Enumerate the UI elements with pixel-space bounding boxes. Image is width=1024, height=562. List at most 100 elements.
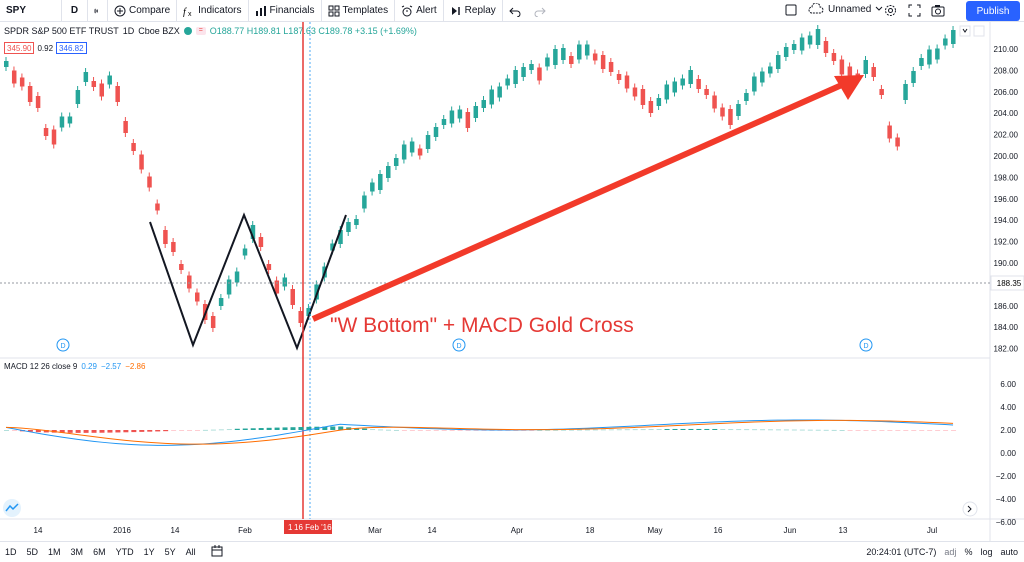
price-candle <box>521 63 526 81</box>
templates-button[interactable]: Templates <box>322 0 396 22</box>
undo-icon[interactable] <box>509 5 521 17</box>
price-candle <box>226 275 232 299</box>
price-candle <box>91 77 97 91</box>
macd-histogram-bar <box>935 430 941 431</box>
timeframe-button[interactable]: 5Y <box>164 546 176 557</box>
financials-button[interactable]: Financials <box>249 0 322 22</box>
timeframe-button[interactable]: 1Y <box>143 546 155 557</box>
price-candle <box>210 312 216 332</box>
price-candle <box>4 57 9 71</box>
macd-histogram-bar <box>505 430 511 431</box>
price-candle <box>266 260 272 274</box>
symbol-search[interactable]: SPY <box>0 0 62 22</box>
macd-histogram-bar <box>744 429 750 431</box>
fullscreen-icon[interactable] <box>908 4 921 20</box>
alert-button[interactable]: Alert <box>395 0 444 22</box>
price-candle <box>187 271 192 293</box>
replay-button[interactable]: Replay <box>444 0 503 22</box>
price-candle <box>75 86 81 108</box>
auto-toggle[interactable]: auto <box>1000 547 1018 557</box>
macd-tick-label: −2.00 <box>996 472 1017 481</box>
price-tick-label: 206.00 <box>994 88 1019 97</box>
ask-price[interactable]: 346.82 <box>56 42 87 54</box>
percent-toggle[interactable]: % <box>964 547 973 557</box>
adj-toggle[interactable]: adj <box>944 547 957 557</box>
macd-histogram-bar <box>362 428 368 430</box>
macd-histogram-bar <box>577 429 582 431</box>
clock-label[interactable]: 20:24:01 (UTC-7) <box>866 547 937 557</box>
macd-histogram-bar <box>441 430 447 431</box>
price-candle <box>823 37 829 57</box>
macd-histogram-bar <box>871 430 877 431</box>
timeframe-button[interactable]: 1M <box>48 546 61 557</box>
dividend-marker[interactable]: D <box>56 338 70 352</box>
macd-histogram-bar <box>465 430 471 431</box>
macd-histogram-bar <box>863 430 869 431</box>
log-toggle[interactable]: log <box>980 547 993 557</box>
timeframe-button[interactable]: 1D <box>5 546 17 557</box>
fullscreen-square-icon[interactable] <box>785 4 797 19</box>
compare-button[interactable]: Compare <box>108 0 178 22</box>
price-candle <box>943 34 948 50</box>
redo-icon[interactable] <box>534 5 546 17</box>
timeframe-button[interactable]: All <box>185 546 196 557</box>
interval-label: D <box>70 5 79 16</box>
macd-legend-name: MACD 12 26 close 9 <box>4 362 78 371</box>
timeframe-button[interactable]: 6M <box>93 546 106 557</box>
time-tick-label: 13 <box>839 526 848 535</box>
macd-tick-label: −6.00 <box>996 518 1017 527</box>
timeframe-button[interactable]: YTD <box>115 546 134 557</box>
macd-histogram-bar <box>752 429 758 431</box>
timeframe-button[interactable]: 3M <box>70 546 84 557</box>
macd-tick-label: 0.00 <box>1000 449 1016 458</box>
legend-hide-button[interactable]: = <box>195 27 206 35</box>
price-candle <box>489 85 494 109</box>
layout-name-button[interactable]: Unnamed <box>808 3 883 15</box>
time-axis[interactable]: 14 2016 14 Feb Mar 14 Apr 18 May 16 Jun 13 Jul <box>34 526 938 535</box>
macd-histogram-bar <box>433 430 439 431</box>
price-candle <box>927 45 932 69</box>
settings-gear-icon[interactable] <box>884 4 897 20</box>
macd-histogram-bar <box>656 429 662 431</box>
interval-button[interactable]: D <box>62 0 88 22</box>
camera-icon[interactable] <box>931 4 945 20</box>
price-candle <box>378 170 383 194</box>
legend-ohlc: O188.77 H189.81 L187.63 C189.78 +3.15 (+… <box>209 26 417 36</box>
time-tick-label: 14 <box>171 526 180 535</box>
date-range-icon[interactable] <box>211 544 223 559</box>
macd-histogram-bar <box>99 430 105 433</box>
chart-canvas[interactable]: 210.00 208.00 206.00 204.00 202.00 200.00 198.… <box>0 22 1024 541</box>
macd-axis[interactable]: 6.00 4.00 2.00 0.00 −2.00 −4.00 −6.00 <box>996 380 1017 527</box>
price-candle <box>895 133 900 151</box>
pane-buttons[interactable] <box>959 25 985 37</box>
timeframe-button[interactable]: 5D <box>26 546 39 557</box>
chart-style-button[interactable] <box>88 0 108 22</box>
price-tick-label: 194.00 <box>994 216 1019 225</box>
price-candle <box>481 96 486 112</box>
price-candle <box>290 285 295 309</box>
dividend-marker[interactable]: D <box>859 338 873 352</box>
price-tick-label: 196.00 <box>994 195 1019 204</box>
macd-histogram-bar <box>242 428 248 430</box>
dividend-marker[interactable]: D <box>452 338 466 352</box>
time-tick-label: May <box>647 526 662 535</box>
macd-histogram-bar <box>195 430 200 431</box>
macd-histogram-bar <box>393 429 399 431</box>
price-axis[interactable]: 210.00 208.00 206.00 204.00 202.00 200.00 198.… <box>994 45 1019 354</box>
macd-histogram-bar <box>155 430 161 432</box>
publish-button[interactable]: Publish <box>966 1 1020 21</box>
price-tick-label: 204.00 <box>994 109 1019 118</box>
bid-price[interactable]: 345.90 <box>4 42 35 54</box>
macd-histogram-bar <box>338 426 344 430</box>
macd-histogram-bar <box>537 429 543 431</box>
macd-histogram-bar <box>163 430 169 432</box>
price-candle <box>696 75 701 93</box>
templates-label: Templates <box>342 5 389 16</box>
macd-histogram-bar <box>35 430 41 433</box>
macd-histogram-bar <box>298 427 304 430</box>
macd-histogram-bar <box>481 430 487 431</box>
scroll-right-button[interactable] <box>962 501 978 517</box>
macd-histogram-bar <box>831 429 837 431</box>
macd-histogram-bar <box>664 428 670 430</box>
